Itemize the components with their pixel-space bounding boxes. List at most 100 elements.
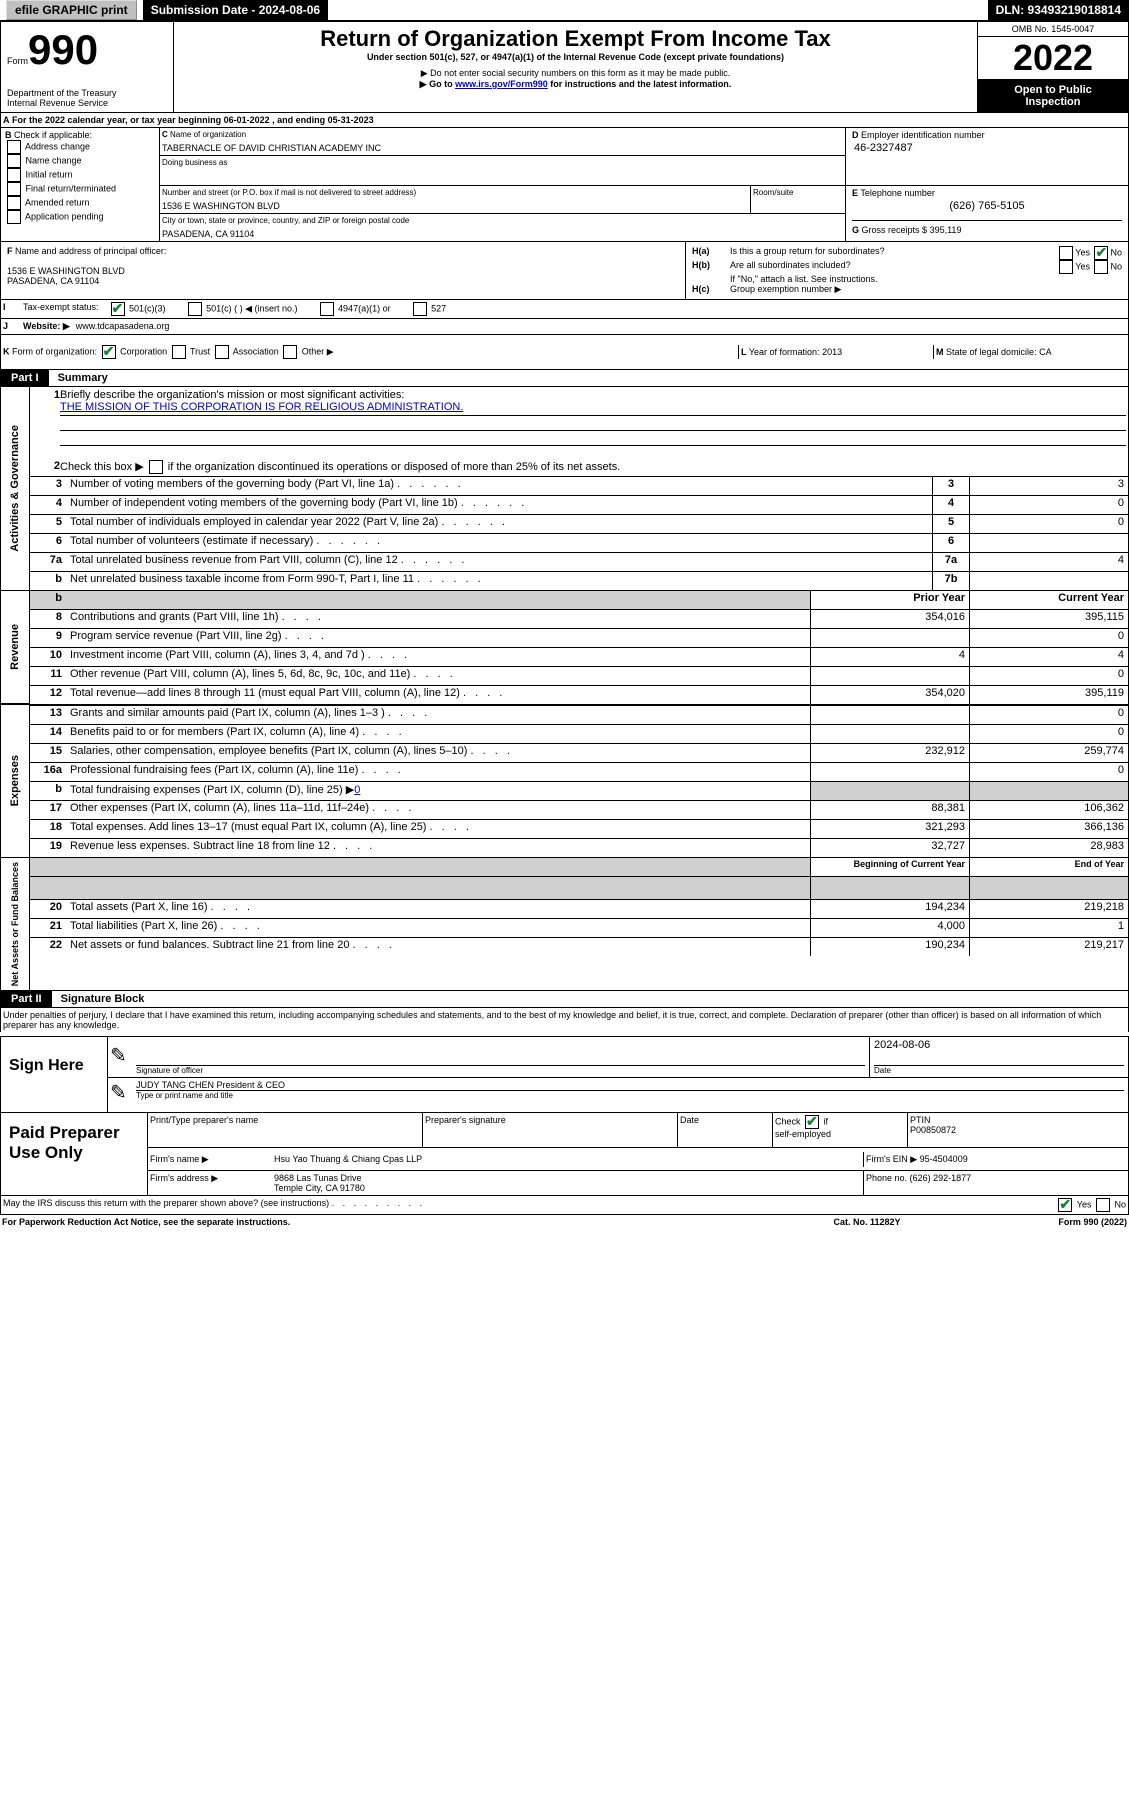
summary-row: 13Grants and similar amounts paid (Part … <box>30 705 1128 724</box>
form-number: 990 <box>28 26 98 73</box>
527-checkbox[interactable] <box>413 302 427 316</box>
officer-addr1: 1536 E WASHINGTON BLVD <box>7 266 679 276</box>
form-label: Form990 <box>7 26 167 74</box>
h-a: H(a) Is this a group return for subordin… <box>692 246 1122 260</box>
summary-row: 4Number of independent voting members of… <box>30 495 1128 514</box>
assoc-checkbox[interactable] <box>215 345 229 359</box>
preparer-name-col: Print/Type preparer's name <box>148 1113 422 1147</box>
omb-number: OMB No. 1545-0047 <box>978 22 1128 37</box>
b-checkbox[interactable] <box>7 168 21 182</box>
street-address: 1536 E WASHINGTON BLVD <box>160 199 750 213</box>
q1-label: Briefly describe the organization's miss… <box>60 389 404 401</box>
part-ii: Part II Signature Block Under penalties … <box>0 991 1129 1032</box>
summary-row: 9Program service revenue (Part VIII, lin… <box>30 628 1128 647</box>
summary-row: 7aTotal unrelated business revenue from … <box>30 552 1128 571</box>
open-inspection: Open to Public Inspection <box>978 80 1128 112</box>
firm-name-label: Firm's name ▶ <box>148 1152 272 1167</box>
room-label: Room/suite <box>750 186 845 213</box>
irs-label: Internal Revenue Service <box>7 98 167 108</box>
ha-no-checkbox[interactable] <box>1094 246 1108 260</box>
part-ii-title: Signature Block <box>55 991 151 1007</box>
website-value: www.tdcapasadena.org <box>70 321 170 332</box>
b-label: B Check if applicable: <box>5 130 155 140</box>
b-checkbox[interactable] <box>7 210 21 224</box>
firm-ein: Firm's EIN ▶ 95-4504009 <box>863 1152 1128 1167</box>
discuss-no-checkbox[interactable] <box>1096 1198 1110 1212</box>
summary-row: 22Net assets or fund balances. Subtract … <box>30 937 1128 956</box>
summary-row: 20Total assets (Part X, line 16) . . . .… <box>30 899 1128 918</box>
officer-name-value: JUDY TANG CHEN President & CEO <box>136 1080 1124 1090</box>
trust-checkbox[interactable] <box>172 345 186 359</box>
b-option: Address change <box>5 140 155 154</box>
website-row: J Website: ▶ www.tdcapasadena.org <box>0 319 1129 335</box>
summary-row: 3Number of voting members of the governi… <box>30 476 1128 495</box>
discuss-yes-checkbox[interactable] <box>1058 1198 1072 1212</box>
efile-print-button[interactable]: efile GRAPHIC print <box>6 0 137 20</box>
tax-exempt-row: I Tax-exempt status: 501(c)(3) 501(c) ( … <box>0 300 1129 319</box>
summary-row: 11Other revenue (Part VIII, column (A), … <box>30 666 1128 685</box>
d-label: D Employer identification number <box>852 130 1122 140</box>
vlabel-expenses: Expenses <box>7 751 23 810</box>
ha-yes-checkbox[interactable] <box>1059 246 1073 260</box>
h-c: H(c) Group exemption number ▶ <box>692 284 1122 295</box>
discuss-row: May the IRS discuss this return with the… <box>0 1196 1129 1215</box>
g-gross-receipts: G Gross receipts $ 395,119 <box>852 220 1122 235</box>
h-b-note: If "No," attach a list. See instructions… <box>692 274 1122 284</box>
vlabel-net: Net Assets or Fund Balances <box>8 858 22 990</box>
501c-checkbox[interactable] <box>188 302 202 316</box>
b-checkbox[interactable] <box>7 154 21 168</box>
prior-year-hdr: Prior Year <box>810 591 969 609</box>
b-checkbox[interactable] <box>7 140 21 154</box>
form-ref: Form 990 (2022) <box>967 1217 1127 1227</box>
irs-link[interactable]: www.irs.gov/Form990 <box>455 79 548 89</box>
paid-preparer-label: Paid Preparer Use Only <box>1 1113 147 1195</box>
paid-preparer-block: Paid Preparer Use Only Print/Type prepar… <box>0 1113 1129 1196</box>
dba-label: Doing business as <box>160 155 845 169</box>
firm-name: Hsu Yao Thuang & Chiang Cpas LLP <box>272 1152 863 1166</box>
officer-addr2: PASADENA, CA 91104 <box>7 276 679 286</box>
form-header: Form990 Department of the Treasury Inter… <box>0 21 1129 113</box>
other-checkbox[interactable] <box>283 345 297 359</box>
submission-date: Submission Date - 2024-08-06 <box>143 0 328 20</box>
summary-row: 19Revenue less expenses. Subtract line 1… <box>30 838 1128 857</box>
warn-ssn: ▶ Do not enter social security numbers o… <box>178 68 973 79</box>
b-checkbox[interactable] <box>7 196 21 210</box>
e-label: E Telephone number <box>852 188 1122 198</box>
corp-checkbox[interactable] <box>102 345 116 359</box>
tax-year: 2022 <box>978 37 1128 80</box>
ptin-col: PTINP00850872 <box>907 1113 1128 1147</box>
part-ii-header: Part II <box>1 991 52 1007</box>
b-option: Final return/terminated <box>5 182 155 196</box>
form-org-row: K Form of organization: Corporation Trus… <box>0 335 1129 370</box>
telephone: (626) 765-5105 <box>852 198 1122 214</box>
year-formation: L Year of formation: 2013 <box>738 345 933 359</box>
self-emp-checkbox[interactable] <box>805 1115 819 1129</box>
hb-yes-checkbox[interactable] <box>1059 260 1073 274</box>
summary-row: 15Salaries, other compensation, employee… <box>30 743 1128 762</box>
sign-date-value: 2024-08-06 <box>874 1039 1124 1065</box>
firm-addr-label: Firm's address ▶ <box>148 1171 272 1195</box>
paperwork-notice: For Paperwork Reduction Act Notice, see … <box>2 1217 767 1227</box>
501c3-checkbox[interactable] <box>111 302 125 316</box>
c-name-label: C Name of organization <box>160 128 845 141</box>
mission-text: THE MISSION OF THIS CORPORATION IS FOR R… <box>60 401 463 413</box>
hb-no-checkbox[interactable] <box>1094 260 1108 274</box>
b-checkbox[interactable] <box>7 182 21 196</box>
summary-row: 18Total expenses. Add lines 13–17 (must … <box>30 819 1128 838</box>
self-emp-col: Check if self-employed <box>772 1113 907 1147</box>
state-domicile: M State of legal domicile: CA <box>933 345 1128 359</box>
discontinued-checkbox[interactable] <box>149 460 163 474</box>
part-i: Part I Summary Activities & Governance 1… <box>0 370 1129 991</box>
org-info-block: B Check if applicable: Address change Na… <box>0 128 1129 242</box>
part-i-title: Summary <box>52 370 114 386</box>
sign-date-label: Date <box>874 1065 1124 1075</box>
officer-name-label: Type or print name and title <box>136 1090 1124 1100</box>
summary-row: bTotal fundraising expenses (Part IX, co… <box>30 781 1128 800</box>
ein-value: 46-2327487 <box>852 140 1122 156</box>
current-year-hdr: Current Year <box>969 591 1128 609</box>
part-i-header: Part I <box>1 370 49 386</box>
4947-checkbox[interactable] <box>320 302 334 316</box>
cat-no: Cat. No. 11282Y <box>767 1217 967 1227</box>
form-title: Return of Organization Exempt From Incom… <box>178 26 973 52</box>
sign-here-block: Sign Here ✎ Signature of officer 2024-08… <box>0 1036 1129 1113</box>
